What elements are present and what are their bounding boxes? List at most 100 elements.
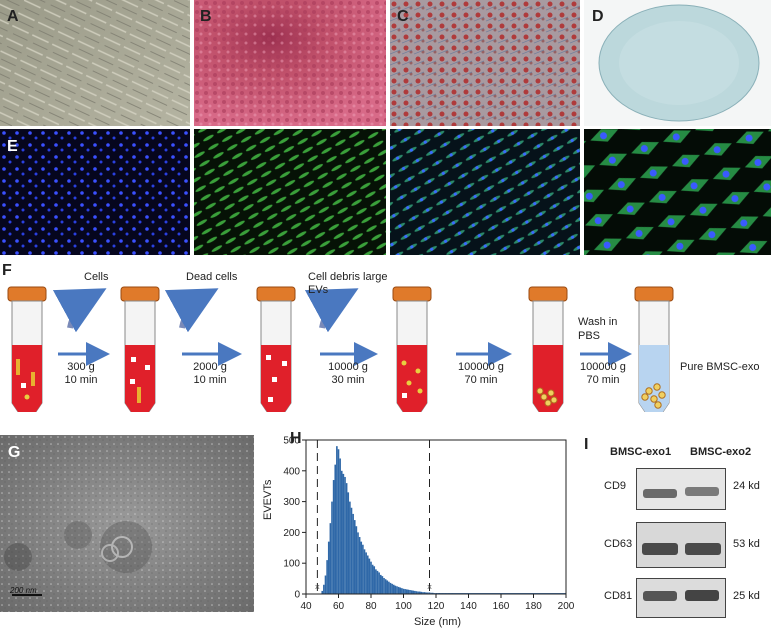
histogram-bar <box>422 592 424 594</box>
histogram-bar <box>337 449 340 594</box>
histogram-bar <box>363 549 366 594</box>
histogram-bar <box>386 580 389 594</box>
blot-strip <box>636 578 726 618</box>
histogram-bar <box>412 590 415 594</box>
histogram-bar <box>383 577 385 594</box>
tube-3 <box>256 286 296 412</box>
histogram-bar <box>334 464 337 594</box>
panel-label-b: B <box>200 8 212 25</box>
removed-arrow-3 <box>304 288 359 333</box>
histogram-bar <box>415 591 418 594</box>
x-tick-label: 40 <box>300 601 312 612</box>
histogram-bar <box>321 590 324 594</box>
panel-label-d: D <box>592 8 604 25</box>
x-tick-label: 160 <box>493 601 510 612</box>
histogram-bar <box>389 582 392 594</box>
scale-bar-label: 200 nm <box>10 586 37 595</box>
wash-label: Wash in PBS <box>578 316 618 342</box>
histogram-bar <box>324 575 327 594</box>
histogram-y-label: EVEVTs <box>262 479 274 520</box>
histogram-bar <box>326 560 328 594</box>
histogram-bar <box>347 492 350 594</box>
histogram-bar <box>349 501 351 594</box>
histogram-bar <box>404 589 406 594</box>
histogram-bar <box>332 480 335 594</box>
x-tick-label: 120 <box>428 601 445 612</box>
histogram-bar <box>362 544 364 594</box>
panel-label-c: C <box>397 8 409 25</box>
histogram-bar <box>423 592 426 594</box>
histogram-bar <box>397 586 400 594</box>
panel-a-image <box>0 0 190 126</box>
x-tick-label: 140 <box>460 601 477 612</box>
panel-label-f: F <box>2 262 12 279</box>
histogram-bar <box>375 569 377 594</box>
nta-size-histogram: × × 40 60 80 100 120 140 160 180 200 0 100 200 300 400… <box>283 436 574 613</box>
histogram-bar <box>410 590 413 594</box>
y-tick-label: 100 <box>283 559 300 570</box>
blot-marker: CD9 <box>604 480 627 492</box>
histogram-bar <box>331 501 333 594</box>
panel-e-actin-image <box>194 129 386 255</box>
panel-label-i: I <box>584 436 589 453</box>
cutoff-marker: × <box>315 582 320 592</box>
histogram-bar <box>388 581 390 594</box>
histogram-bar <box>379 574 382 594</box>
histogram-bar <box>353 520 356 594</box>
histogram-bar <box>414 590 416 594</box>
histogram-bar <box>370 561 372 594</box>
y-tick-label: 500 <box>283 436 300 447</box>
blot-marker: CD81 <box>604 590 633 602</box>
histogram-bar <box>428 592 431 594</box>
panel-g-tem-image <box>0 435 254 612</box>
removed-label-cells: Cells <box>84 271 109 283</box>
histogram-bar <box>417 591 419 594</box>
step-condition-4: 100000 g 70 min <box>458 361 504 386</box>
histogram-bar <box>340 470 343 594</box>
histogram-bar <box>352 513 354 594</box>
histogram-bar <box>376 570 379 594</box>
blot-size: 24 kd <box>733 480 760 492</box>
tube-6 <box>634 286 674 412</box>
histogram-bar <box>336 446 338 594</box>
histogram-bar <box>339 458 341 594</box>
panel-label-h: H <box>290 430 302 447</box>
histogram-bar <box>431 592 434 594</box>
histogram-bar <box>365 552 367 594</box>
x-tick-label: 180 <box>525 601 542 612</box>
histogram-bar <box>355 526 358 594</box>
removed-arrow-2 <box>164 288 219 333</box>
y-tick-label: 300 <box>283 497 300 508</box>
histogram-bar <box>366 555 369 594</box>
histogram-bar <box>394 585 397 594</box>
blot-column-header-1: BMSC-exo1 <box>610 446 672 458</box>
blot-strip <box>636 522 726 568</box>
histogram-bar <box>371 564 374 594</box>
y-tick-label: 0 <box>294 590 300 601</box>
histogram-bar <box>358 537 361 594</box>
panel-label-e: E <box>7 138 18 155</box>
histogram-bar <box>420 591 423 594</box>
tube-5 <box>528 286 568 412</box>
histogram-bar <box>427 592 429 594</box>
histogram-bar <box>323 584 325 594</box>
blot-row-cd9: CD9 24 kd <box>596 468 771 510</box>
y-tick-label: 200 <box>283 528 300 539</box>
histogram-bar <box>368 558 371 594</box>
histogram-bar <box>327 541 330 594</box>
histogram-bar <box>391 583 393 594</box>
histogram-bar <box>402 588 405 594</box>
histogram-bar <box>381 576 384 594</box>
panel-c-image <box>390 0 580 126</box>
histogram-bar <box>401 588 403 594</box>
panel-e-merge-image <box>390 129 580 255</box>
histogram-bar <box>396 586 398 594</box>
removed-label-dead-cells: Dead cells <box>186 271 238 283</box>
blot-marker: CD63 <box>604 538 633 550</box>
histogram-bar <box>384 579 387 594</box>
histogram-bar <box>357 532 359 594</box>
histogram-bar <box>378 572 380 594</box>
blot-row-cd63: CD63 53 kd <box>596 522 771 568</box>
histogram-bar <box>405 589 408 594</box>
histogram-bar <box>373 566 376 594</box>
